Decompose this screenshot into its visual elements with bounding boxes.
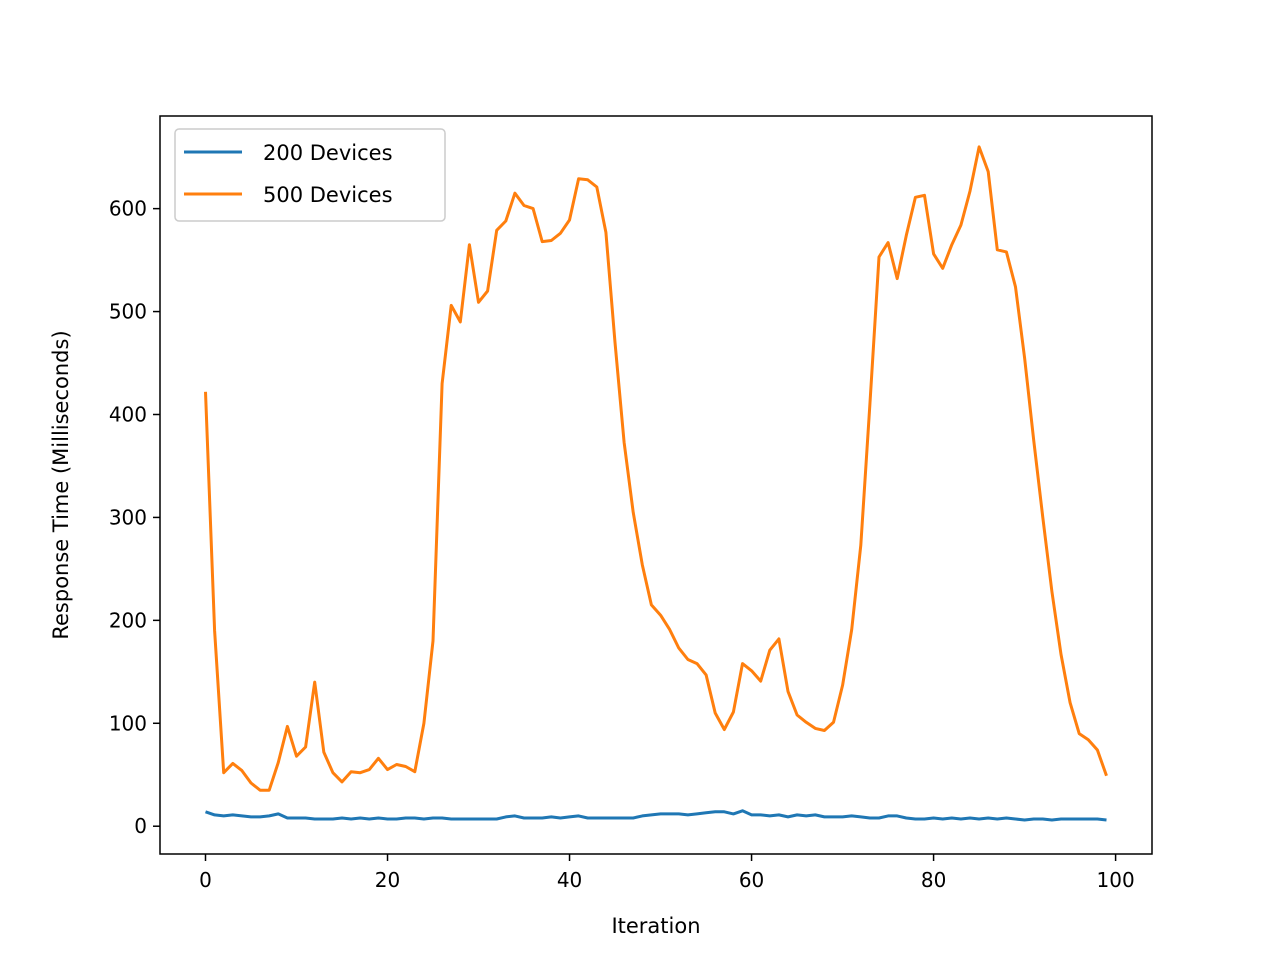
legend-label-200-devices: 200 Devices [263, 141, 393, 165]
x-tick-label: 40 [557, 868, 582, 892]
y-tick-label: 400 [109, 402, 147, 426]
y-tick-label: 0 [134, 814, 147, 838]
series-line-200-devices [205, 809, 1107, 822]
legend: 200 Devices 500 Devices [174, 128, 446, 222]
plot-frame [159, 115, 1153, 855]
y-tick-label: 300 [109, 505, 147, 529]
ticks-layer: 0 20 40 60 80 100 0 100 200 300 400 500 600 [109, 197, 1135, 892]
legend-label-500-devices: 500 Devices [263, 183, 393, 207]
y-tick-label: 600 [109, 197, 147, 221]
x-axis-label: Iteration [611, 914, 700, 938]
y-tick-label: 100 [109, 711, 147, 735]
series-layer [204, 145, 1108, 822]
x-tick-label: 100 [1097, 868, 1135, 892]
y-tick-label: 200 [109, 608, 147, 632]
x-tick-label: 80 [921, 868, 946, 892]
x-tick-label: 20 [375, 868, 400, 892]
y-axis-label: Response Time (Milliseconds) [49, 330, 73, 639]
x-tick-label: 0 [199, 868, 212, 892]
x-tick-label: 60 [739, 868, 764, 892]
y-tick-label: 500 [109, 300, 147, 324]
legend-box [174, 128, 446, 222]
series-line-500-devices [204, 145, 1108, 792]
